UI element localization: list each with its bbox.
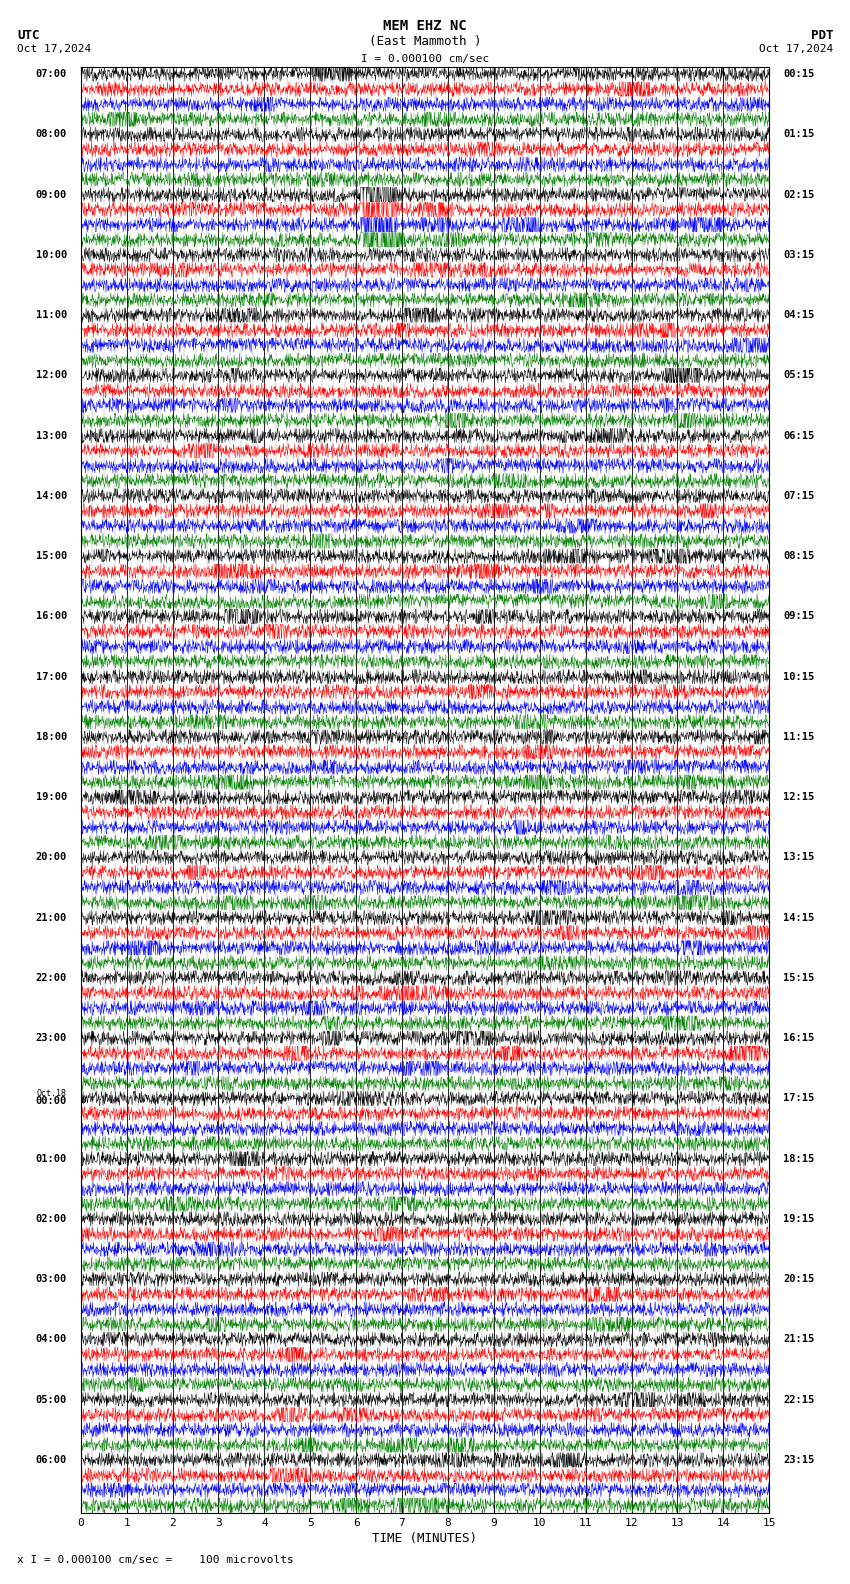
Text: 14:15: 14:15 — [783, 912, 814, 922]
Text: 10:00: 10:00 — [36, 250, 67, 260]
Text: 08:00: 08:00 — [36, 130, 67, 139]
Text: 15:00: 15:00 — [36, 551, 67, 561]
Text: 21:15: 21:15 — [783, 1334, 814, 1345]
Text: 01:15: 01:15 — [783, 130, 814, 139]
Text: MEM EHZ NC: MEM EHZ NC — [383, 19, 467, 33]
Text: 06:00: 06:00 — [36, 1456, 67, 1465]
Text: Oct.18: Oct.18 — [37, 1088, 67, 1098]
Text: 17:00: 17:00 — [36, 672, 67, 681]
Text: 07:15: 07:15 — [783, 491, 814, 501]
Text: 07:00: 07:00 — [36, 70, 67, 79]
Text: 04:15: 04:15 — [783, 310, 814, 320]
Text: 02:00: 02:00 — [36, 1213, 67, 1224]
Text: 22:15: 22:15 — [783, 1396, 814, 1405]
Text: 17:15: 17:15 — [783, 1093, 814, 1104]
Text: 12:15: 12:15 — [783, 792, 814, 802]
Text: (East Mammoth ): (East Mammoth ) — [369, 35, 481, 48]
Text: 16:15: 16:15 — [783, 1033, 814, 1044]
Text: 06:15: 06:15 — [783, 431, 814, 440]
Text: 20:00: 20:00 — [36, 852, 67, 862]
Text: 18:00: 18:00 — [36, 732, 67, 741]
Text: 04:00: 04:00 — [36, 1334, 67, 1345]
Text: 15:15: 15:15 — [783, 973, 814, 984]
Text: 10:15: 10:15 — [783, 672, 814, 681]
Text: 18:15: 18:15 — [783, 1153, 814, 1164]
Text: 21:00: 21:00 — [36, 912, 67, 922]
Text: 09:00: 09:00 — [36, 190, 67, 200]
Text: 00:00: 00:00 — [36, 1096, 67, 1106]
Text: 22:00: 22:00 — [36, 973, 67, 984]
Text: 05:00: 05:00 — [36, 1396, 67, 1405]
Text: x I = 0.000100 cm/sec =    100 microvolts: x I = 0.000100 cm/sec = 100 microvolts — [17, 1555, 294, 1565]
Text: 23:15: 23:15 — [783, 1456, 814, 1465]
Text: Oct 17,2024: Oct 17,2024 — [759, 44, 833, 54]
Text: 12:00: 12:00 — [36, 371, 67, 380]
Text: 05:15: 05:15 — [783, 371, 814, 380]
Text: 11:00: 11:00 — [36, 310, 67, 320]
Text: 20:15: 20:15 — [783, 1274, 814, 1285]
Text: 19:15: 19:15 — [783, 1213, 814, 1224]
Text: 16:00: 16:00 — [36, 611, 67, 621]
Text: 13:15: 13:15 — [783, 852, 814, 862]
Text: 14:00: 14:00 — [36, 491, 67, 501]
Text: 13:00: 13:00 — [36, 431, 67, 440]
Text: 03:00: 03:00 — [36, 1274, 67, 1285]
Text: 08:15: 08:15 — [783, 551, 814, 561]
Text: 19:00: 19:00 — [36, 792, 67, 802]
Text: PDT: PDT — [811, 29, 833, 41]
Text: Oct 17,2024: Oct 17,2024 — [17, 44, 91, 54]
Text: 02:15: 02:15 — [783, 190, 814, 200]
Text: UTC: UTC — [17, 29, 39, 41]
Text: I = 0.000100 cm/sec: I = 0.000100 cm/sec — [361, 54, 489, 63]
Text: 01:00: 01:00 — [36, 1153, 67, 1164]
Text: 11:15: 11:15 — [783, 732, 814, 741]
Text: 09:15: 09:15 — [783, 611, 814, 621]
Text: 23:00: 23:00 — [36, 1033, 67, 1044]
X-axis label: TIME (MINUTES): TIME (MINUTES) — [372, 1532, 478, 1544]
Text: 00:15: 00:15 — [783, 70, 814, 79]
Text: 03:15: 03:15 — [783, 250, 814, 260]
